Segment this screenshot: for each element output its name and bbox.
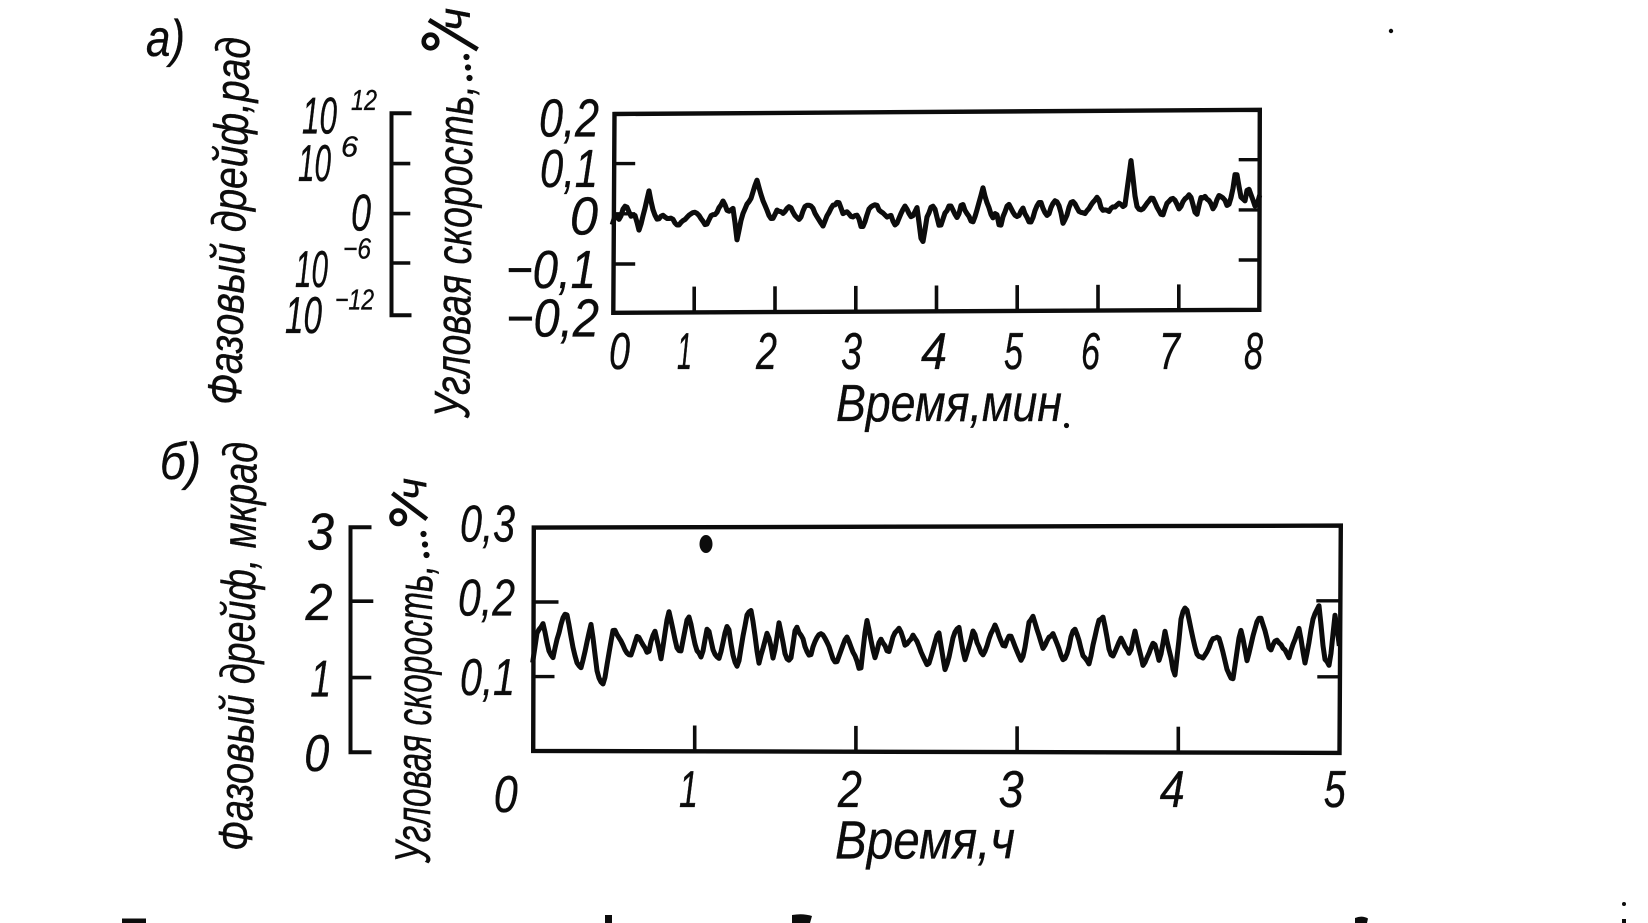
svg-text:Угловая скорость,: Угловая скорость, — [385, 565, 444, 864]
svg-text:−0,2: −0,2 — [506, 289, 599, 349]
svg-text:а): а) — [146, 10, 185, 68]
svg-text:ч: ч — [429, 8, 480, 31]
svg-text:0,3: 0,3 — [460, 495, 515, 553]
svg-text:ч: ч — [389, 478, 437, 500]
svg-text:3: 3 — [841, 323, 862, 381]
svg-text:0: 0 — [609, 323, 630, 381]
svg-text:−0,1: −0,1 — [506, 240, 596, 300]
svg-text:7: 7 — [1159, 323, 1182, 381]
svg-text:−6: −6 — [343, 234, 372, 266]
svg-text:0: 0 — [304, 725, 329, 783]
svg-text:1: 1 — [310, 651, 331, 709]
svg-text:12: 12 — [351, 85, 377, 117]
svg-text:1: 1 — [677, 323, 692, 381]
svg-text:6: 6 — [1081, 323, 1100, 381]
svg-text:4: 4 — [921, 323, 947, 381]
svg-text:0,2: 0,2 — [539, 89, 599, 149]
svg-text:0: 0 — [570, 187, 598, 247]
svg-text:8: 8 — [1244, 323, 1263, 381]
svg-text:0,2: 0,2 — [458, 569, 515, 627]
svg-text:0,1: 0,1 — [540, 139, 598, 199]
svg-text:10: 10 — [302, 87, 337, 145]
svg-text:10: 10 — [285, 287, 322, 345]
svg-text:Время,ч: Время,ч — [835, 811, 1015, 871]
svg-text:Фазовый дрейф, мкрад: Фазовый дрейф, мкрад — [210, 442, 268, 852]
svg-text:1: 1 — [679, 761, 698, 819]
svg-text:10: 10 — [298, 135, 331, 193]
svg-text:0,1: 0,1 — [460, 649, 515, 707]
svg-text:2: 2 — [755, 323, 777, 381]
svg-text:Угловая скорость,: Угловая скорость, — [424, 85, 484, 419]
svg-text:0: 0 — [351, 184, 371, 242]
svg-text:6: 6 — [341, 132, 359, 164]
svg-text:Время,мин: Время,мин — [836, 375, 1062, 433]
svg-text:2: 2 — [305, 574, 333, 632]
svg-text:10: 10 — [295, 241, 328, 299]
svg-text:5: 5 — [1004, 323, 1024, 381]
svg-text:Фазовый дрейф,рад: Фазовый дрейф,рад — [199, 36, 261, 405]
svg-text:3: 3 — [999, 761, 1024, 819]
svg-text:−12: −12 — [335, 285, 374, 317]
svg-text:4: 4 — [1160, 761, 1185, 819]
svg-text:5: 5 — [1324, 761, 1347, 819]
svg-text:3: 3 — [307, 504, 334, 562]
svg-text:0: 0 — [494, 766, 518, 824]
svg-text:2: 2 — [837, 761, 862, 819]
svg-text:б): б) — [160, 433, 201, 491]
